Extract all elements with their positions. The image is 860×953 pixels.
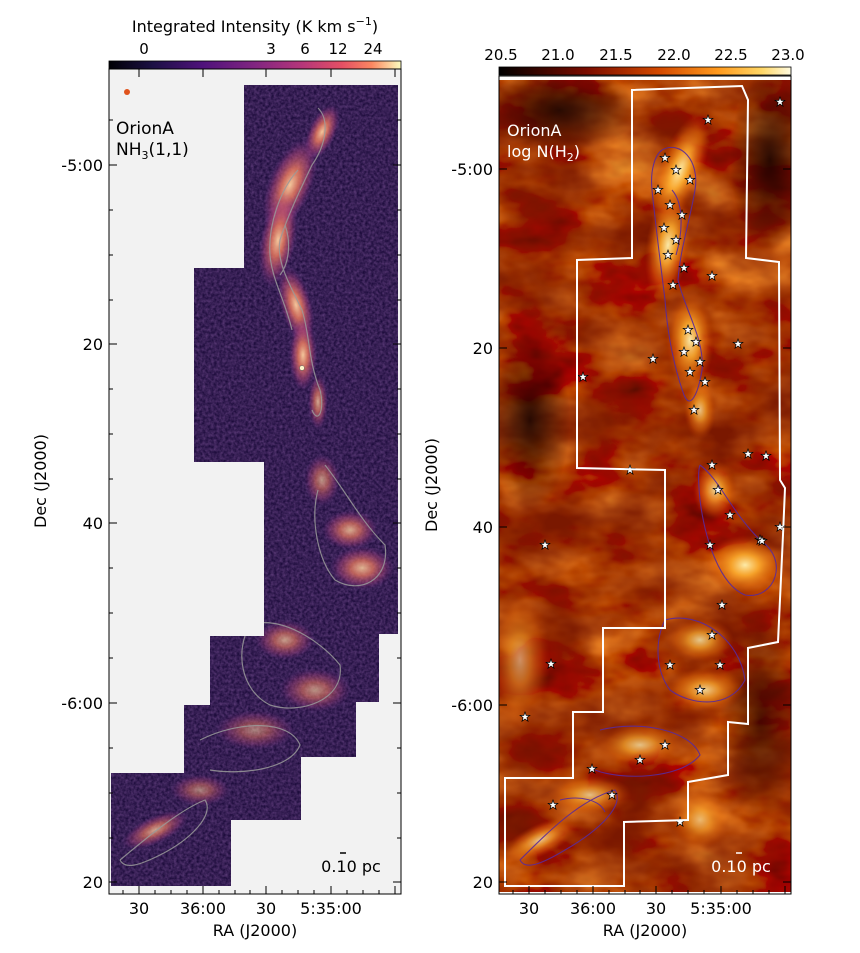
right-colorbar-tick: 21.5 <box>599 46 632 64</box>
left-x-axis-label: RA (J2000) <box>213 921 297 940</box>
right-y-axis-label: Dec (J2000) <box>422 438 441 532</box>
beam-marker <box>124 89 130 95</box>
right-colorbar-tick: 21.0 <box>541 46 574 64</box>
right-y-tick-label: 20 <box>473 873 493 892</box>
right-y-tick-label: -5:00 <box>451 160 493 179</box>
right-scalebar-label: 0.10 pc <box>711 857 771 876</box>
left-axes-frame <box>108 68 402 895</box>
right-colorbar <box>498 66 792 76</box>
left-region-label: OrionA <box>116 119 174 139</box>
left-colorbar-tick-4: 24 <box>363 40 382 58</box>
right-y-tick-label: 20 <box>473 339 493 358</box>
right-colorbar-tick: 20.5 <box>484 46 517 64</box>
left-y-tick-labels: -5:00 20 40 -6:00 20 <box>61 156 103 892</box>
right-x-axis-label: RA (J2000) <box>603 921 687 940</box>
left-colorbar-tick-0: 0 <box>139 40 149 58</box>
left-x-tick-label: 5:35:00 <box>300 899 362 918</box>
right-y-ticks <box>499 168 791 883</box>
left-y-tick-label: 20 <box>83 335 103 354</box>
left-y-tick-label: -5:00 <box>61 156 103 175</box>
left-y-tick-label: 40 <box>83 514 103 533</box>
right-axes-frame <box>498 75 792 895</box>
left-colorbar <box>108 60 402 70</box>
right-colorbar-tick: 22.0 <box>657 46 690 64</box>
left-colorbar-tick-2: 6 <box>300 40 310 58</box>
left-y-axis-label: Dec (J2000) <box>31 434 50 528</box>
left-x-tick-labels: 30 36:00 30 5:35:00 <box>129 899 362 918</box>
left-x-tick-label: 30 <box>256 899 276 918</box>
survey-boundary <box>504 84 787 887</box>
right-x-tick-label: 36:00 <box>570 899 616 918</box>
right-region-label: OrionA <box>507 121 562 140</box>
right-y-tick-label: 40 <box>473 518 493 537</box>
left-x-ticks <box>122 69 396 894</box>
column-density-map <box>499 80 791 892</box>
right-colorbar-ticks: 20.5 21.0 21.5 22.0 22.5 23.0 <box>484 46 804 64</box>
right-x-tick-label: 30 <box>519 899 539 918</box>
right-x-tick-label: 5:35:00 <box>690 899 752 918</box>
left-colorbar-tick-1: 3 <box>266 40 276 58</box>
right-colorbar-tick: 23.0 <box>771 46 804 64</box>
left-x-tick-label: 36:00 <box>180 899 226 918</box>
right-x-ticks <box>512 886 786 894</box>
left-scalebar-label: 0.10 pc <box>321 857 381 876</box>
left-y-tick-label: -6:00 <box>61 694 103 713</box>
right-colorbar-tick: 22.5 <box>714 46 747 64</box>
left-colorbar-title: Integrated Intensity (K km s−1) <box>132 15 378 36</box>
right-y-tick-label: -6:00 <box>451 696 493 715</box>
right-panel: 20.5 21.0 21.5 22.0 22.5 23.0 <box>422 46 805 940</box>
left-y-tick-label: 20 <box>83 873 103 892</box>
right-x-tick-label: 30 <box>646 899 666 918</box>
left-colorbar-tick-3: 12 <box>328 40 347 58</box>
left-panel: Integrated Intensity (K km s−1) 0 3 6 12… <box>31 15 402 940</box>
left-x-tick-label: 30 <box>129 899 149 918</box>
left-line-label: NH3(1,1) <box>116 140 189 162</box>
left-colorbar-ticks: 0 3 6 12 24 <box>139 40 382 58</box>
left-y-ticks <box>109 119 401 883</box>
right-x-tick-labels: 30 36:00 30 5:35:00 <box>519 899 752 918</box>
right-y-tick-labels: -5:00 20 40 -6:00 20 <box>451 160 493 892</box>
right-quantity-label: log N(H2) <box>507 142 580 164</box>
